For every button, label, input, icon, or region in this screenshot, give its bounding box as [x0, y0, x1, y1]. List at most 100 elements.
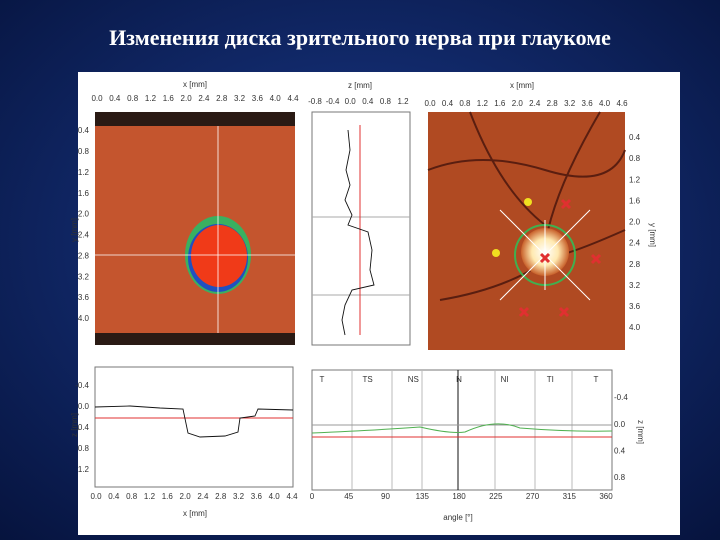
- axis-label: x [mm]: [183, 509, 207, 518]
- tick-label: 0.4: [614, 446, 626, 455]
- tick-label: 0.4: [442, 99, 454, 108]
- tick-label: 0.0: [424, 99, 436, 108]
- tick-label: 4.0: [269, 492, 281, 501]
- tick-label: 2.4: [197, 492, 209, 501]
- tick-label: 2.4: [529, 99, 541, 108]
- tick-label: 315: [563, 492, 577, 501]
- tick-label: N: [456, 375, 462, 384]
- tick-label: 2.0: [181, 94, 193, 103]
- tick-label: NS: [408, 375, 419, 384]
- tick-label: 3.6: [629, 302, 641, 311]
- profile-panel: [311, 111, 411, 346]
- tick-label: 3.2: [629, 281, 641, 290]
- tick-label: 2.8: [629, 260, 641, 269]
- tick-label: 0.4: [629, 133, 641, 142]
- tick-label: TS: [363, 375, 373, 384]
- tick-label: 1.6: [78, 189, 90, 198]
- tick-label: 0.0: [345, 97, 357, 106]
- tick-label: 0.8: [78, 147, 90, 156]
- tick-label: 2.0: [78, 210, 90, 219]
- fundus-image: [427, 111, 626, 350]
- axis-label: x [mm]: [510, 81, 534, 90]
- tick-label: 3.2: [78, 272, 90, 281]
- tick-label: 3.6: [251, 492, 263, 501]
- tick-label: 1.2: [78, 465, 90, 474]
- axis-label: y [mm]: [648, 223, 657, 247]
- tick-label: 3.6: [252, 94, 264, 103]
- tick-label: 3.6: [582, 99, 594, 108]
- tick-label: T: [320, 375, 325, 384]
- axis-label: z [mm]: [636, 420, 645, 444]
- tick-label: 2.0: [629, 218, 641, 227]
- tick-label: 0.8: [380, 97, 392, 106]
- tick-label: 135: [416, 492, 430, 501]
- tick-label: 0.4: [78, 423, 90, 432]
- tick-label: 1.2: [78, 168, 90, 177]
- tick-label: 0.8: [78, 444, 90, 453]
- tick-label: 4.4: [287, 94, 299, 103]
- tick-label: 1.6: [162, 492, 174, 501]
- tick-label: 2.4: [629, 239, 641, 248]
- axis-label: angle [°]: [443, 513, 472, 522]
- tick-label: 1.2: [144, 492, 156, 501]
- tick-label: 4.0: [629, 323, 641, 332]
- tick-label: 270: [526, 492, 540, 501]
- tick-label: 3.2: [233, 492, 245, 501]
- tick-label: 4.0: [270, 94, 282, 103]
- tick-label: 0.8: [614, 473, 626, 482]
- tick-label: 0.4: [108, 492, 120, 501]
- tick-label: 1.2: [477, 99, 489, 108]
- tick-label: 3.2: [564, 99, 576, 108]
- tick-label: 90: [381, 492, 390, 501]
- tick-label: 0.0: [91, 94, 103, 103]
- tick-label: 0.8: [459, 99, 471, 108]
- tick-label: 0: [310, 492, 315, 501]
- axis-label: z [mm]: [348, 81, 372, 90]
- tick-label: -0.8: [308, 97, 322, 106]
- axis-label: y [mm]: [70, 218, 79, 242]
- tick-label: 0.8: [127, 94, 139, 103]
- tick-label: 0.8: [629, 154, 641, 163]
- tick-label: 4.6: [616, 99, 628, 108]
- tick-label: 1.6: [629, 196, 641, 205]
- tick-label: 0.0: [614, 420, 626, 429]
- tick-label: 1.2: [145, 94, 157, 103]
- tick-label: 2.8: [547, 99, 559, 108]
- tick-label: 1.2: [629, 175, 641, 184]
- tick-label: 0.4: [109, 94, 121, 103]
- tick-label: 2.8: [78, 251, 90, 260]
- cross-section-plot: [94, 366, 294, 488]
- tick-label: 4.4: [286, 492, 298, 501]
- tick-label: 360: [599, 492, 613, 501]
- tick-label: 2.0: [180, 492, 192, 501]
- tick-label: 1.6: [494, 99, 506, 108]
- tick-label: -0.4: [614, 393, 628, 402]
- tick-label: T: [594, 375, 599, 384]
- tick-label: 0.8: [126, 492, 138, 501]
- tick-label: 2.4: [78, 231, 90, 240]
- tick-label: 0.0: [90, 492, 102, 501]
- tick-label: 4.0: [599, 99, 611, 108]
- tick-label: 0.4: [78, 126, 90, 135]
- tick-label: 45: [344, 492, 353, 501]
- axis-label: z [mm]: [70, 413, 79, 437]
- tick-label: 2.0: [512, 99, 524, 108]
- axis-label: x [mm]: [183, 80, 207, 89]
- tick-label: 2.8: [216, 94, 228, 103]
- tick-label: 3.2: [234, 94, 246, 103]
- slide-title: Изменения диска зрительного нерва при гл…: [109, 25, 611, 50]
- scan-image: [95, 112, 295, 345]
- tick-label: -0.4: [75, 381, 89, 390]
- tick-label: NI: [501, 375, 509, 384]
- angle-plot: [311, 369, 613, 491]
- tick-label: 0.4: [362, 97, 374, 106]
- tick-label: 0.0: [78, 402, 90, 411]
- tick-label: 3.6: [78, 293, 90, 302]
- tick-label: 1.6: [163, 94, 175, 103]
- tick-label: -0.4: [326, 97, 340, 106]
- tick-label: 4.0: [78, 314, 90, 323]
- tick-label: 2.4: [198, 94, 210, 103]
- tick-label: TI: [547, 375, 554, 384]
- tick-label: 180: [452, 492, 466, 501]
